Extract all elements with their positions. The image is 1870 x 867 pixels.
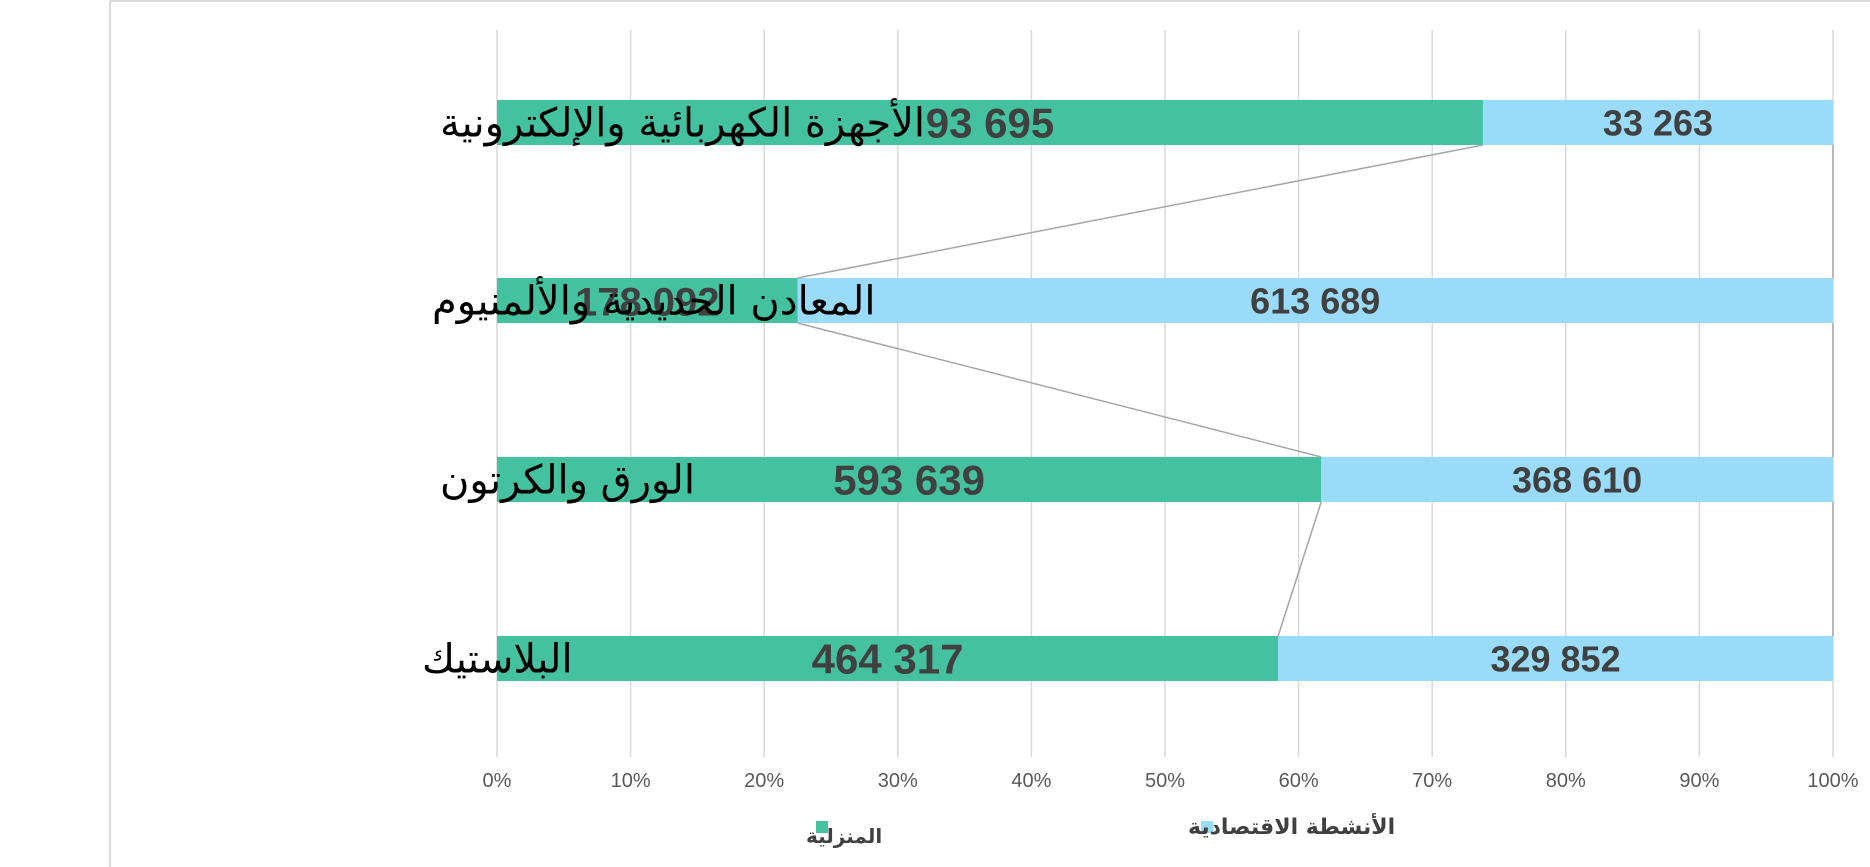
x-tick-label: 50% bbox=[1145, 770, 1185, 792]
bar-segment-economic bbox=[797, 278, 1833, 323]
series-line-household bbox=[797, 144, 1484, 279]
x-tick-label: 20% bbox=[744, 770, 784, 792]
bar-segment-household bbox=[497, 100, 1483, 145]
category-labels: الأجهزة الكهربائية والإلكترونية المعادن ا… bbox=[422, 98, 925, 683]
data-label-household: 93 695 bbox=[926, 100, 1054, 147]
category-label: الأجهزة الكهربائية والإلكترونية bbox=[440, 98, 925, 147]
category-label: البلاستيك bbox=[422, 637, 573, 683]
bar-segment-economic bbox=[1278, 636, 1833, 681]
data-label-household: 593 639 bbox=[833, 457, 985, 504]
bar-segment-household bbox=[497, 278, 798, 323]
data-label-economic: 329 852 bbox=[1490, 639, 1620, 680]
series-line-household bbox=[797, 322, 1322, 458]
x-tick-label: 40% bbox=[1011, 770, 1051, 792]
legend-swatch-household bbox=[816, 821, 828, 833]
legend-label-household: المنزلية bbox=[806, 824, 882, 848]
x-tick-label: 70% bbox=[1412, 770, 1452, 792]
bars bbox=[497, 100, 1833, 681]
data-label-economic: 613 689 bbox=[1250, 281, 1380, 322]
series-lines bbox=[797, 144, 1834, 637]
x-tick-label: 10% bbox=[611, 770, 651, 792]
bar-segment-household bbox=[497, 457, 1322, 502]
data-label-economic: 368 610 bbox=[1512, 460, 1642, 501]
x-tick-labels: 0% 10% 20% 30% 40% 50% 60% 70% 80% 90% 100% bbox=[483, 770, 1859, 792]
x-tick-label: 80% bbox=[1546, 770, 1586, 792]
bar-segment-economic bbox=[1321, 457, 1833, 502]
data-label-economic: 33 263 bbox=[1603, 103, 1713, 144]
category-label: الورق والكرتون bbox=[440, 458, 695, 504]
bar-segment-economic bbox=[1482, 100, 1833, 145]
bar-segment-household bbox=[497, 636, 1279, 681]
x-tick-label: 0% bbox=[483, 770, 512, 792]
x-tick-label: 60% bbox=[1279, 770, 1319, 792]
legend: الأنشطة الاقتصادية المنزلية bbox=[806, 812, 1395, 848]
x-tick-label: 30% bbox=[878, 770, 918, 792]
x-tick-label: 100% bbox=[1807, 770, 1858, 792]
data-label-household: 464 317 bbox=[812, 636, 964, 683]
legend-label-economic: الأنشطة الاقتصادية bbox=[1188, 812, 1395, 840]
data-labels: 93 695 33 263 178 092 613 689 593 639 368 610… bbox=[575, 100, 1713, 683]
legend-swatch-economic bbox=[1201, 821, 1213, 833]
data-label-household: 178 092 bbox=[575, 281, 720, 325]
category-label: المعادن الحديدية والألمنيوم bbox=[432, 276, 875, 325]
x-tick-label: 90% bbox=[1679, 770, 1719, 792]
series-line-household bbox=[1277, 501, 1322, 637]
